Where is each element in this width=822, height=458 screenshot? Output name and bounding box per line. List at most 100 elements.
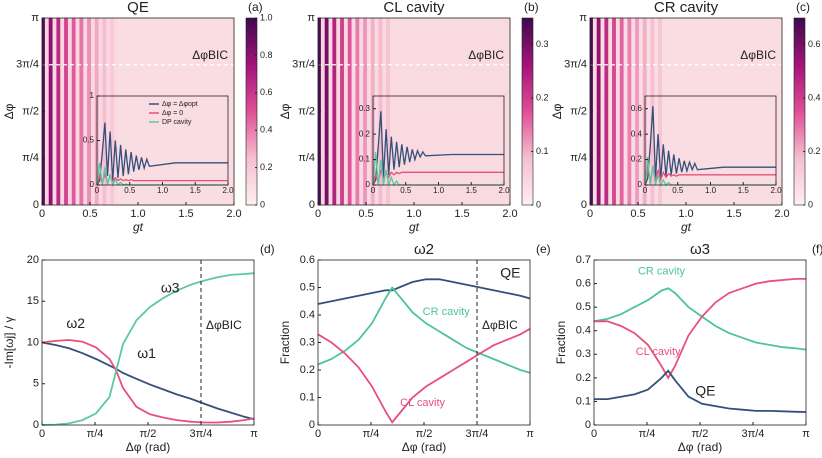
heatmap-cell (363, 18, 368, 205)
heatmap-cell (359, 18, 364, 205)
heatmap-cell (604, 18, 609, 205)
x-tick-label: π (250, 428, 258, 440)
colorbar-tick-label: 0 (808, 199, 813, 209)
heatmap-cell (44, 18, 50, 205)
y-tick-label: 20 (27, 254, 39, 266)
y-tick-label: 3π/4 (564, 59, 587, 71)
heatmap-cell (665, 18, 783, 205)
reference-label: ΔφBIC (192, 48, 228, 62)
y-tick-label: 0.4 (576, 325, 591, 337)
chart-title: ω3 (690, 241, 710, 258)
heatmap-cell (619, 18, 624, 205)
colorbar-tick-label: 0.8 (260, 50, 273, 60)
x-tick-label: 0.5 (358, 208, 373, 220)
x-tick-label: 1.0 (157, 186, 169, 195)
heatmap-cell (382, 18, 387, 205)
panel-label: (b) (524, 0, 539, 14)
colorbar-tick-label: 0.4 (808, 93, 821, 103)
y-tick-label: π/4 (22, 152, 39, 164)
heatmap-cell (117, 18, 235, 205)
heatmap-cell (646, 18, 651, 205)
y-tick-label: 0.1 (576, 395, 591, 407)
series-label: ω3 (161, 280, 180, 296)
heatmap-cell (52, 18, 57, 205)
heatmap-cell (631, 18, 636, 205)
panel-label: (a) (248, 0, 263, 14)
x-tick-label: 2.0 (498, 186, 510, 195)
y-tick-label: 0.5 (83, 136, 95, 145)
y-axis-label: Δφ (550, 103, 564, 119)
heatmap-cell (635, 18, 640, 205)
x-tick-label: 0 (95, 186, 100, 195)
heatmap-cell (90, 18, 96, 205)
heatmap-cell (75, 18, 80, 205)
heatmap-cell (343, 18, 349, 205)
x-tick-label: 3π/4 (190, 428, 213, 440)
colorbar-tick-label: 0 (536, 199, 541, 209)
x-tick-label: 1.5 (726, 208, 741, 220)
x-tick-label: π (526, 428, 534, 440)
y-tick-label: 10 (27, 336, 39, 348)
y-tick-label: 0.6 (576, 277, 591, 289)
y-tick-label: π/4 (570, 152, 587, 164)
y-tick-label: 0.3 (576, 348, 591, 360)
heatmap-cell (355, 18, 360, 205)
heatmap-cell (67, 18, 73, 205)
heatmap-cell (110, 18, 115, 205)
chart-title: QE (127, 0, 149, 16)
x-tick-label: 2.0 (226, 208, 241, 220)
x-tick-label: 1.0 (678, 208, 693, 220)
series-label: CL cavity (400, 397, 445, 409)
heatmap-cell (332, 18, 337, 205)
plot-frame (317, 259, 531, 426)
x-tick-label: π/4 (87, 428, 104, 440)
x-axis-label: gt (681, 220, 692, 234)
heatmap-cell (106, 18, 111, 205)
series-label: CL cavity (636, 346, 681, 358)
x-tick-label: 0.5 (400, 186, 412, 195)
y-axis-label: Δφ (2, 103, 16, 119)
y-axis-label: -Im[ωj] / γ (2, 316, 16, 368)
series-line (317, 285, 531, 374)
x-tick-label: 1.0 (406, 208, 421, 220)
y-tick-label: 0.5 (576, 301, 591, 313)
y-tick-label: 0.3 (300, 336, 315, 348)
x-tick-label: 1.5 (738, 186, 750, 195)
colorbar (521, 17, 534, 206)
y-tick-label: 0 (581, 199, 587, 211)
y-tick-label: 0 (638, 180, 643, 189)
plot-frame (372, 95, 505, 186)
heatmap-cell (390, 18, 395, 205)
y-tick-label: 0.6 (631, 104, 643, 113)
panel-label: (c) (796, 0, 810, 14)
series-label: CR cavity (638, 266, 686, 278)
heatmap-cell (627, 18, 632, 205)
legend-label: Δφ = 0 (162, 110, 183, 117)
heatmap-cell (60, 18, 65, 205)
plot-frame (96, 95, 229, 186)
heatmap-cell (393, 18, 511, 205)
y-tick-label: 0 (33, 199, 39, 211)
heatmap-cell (596, 18, 601, 205)
series-line (317, 278, 531, 305)
series-line (372, 111, 504, 186)
series-line (594, 369, 807, 413)
x-tick-label: π/2 (416, 428, 433, 440)
x-tick-label: 0.5 (82, 208, 97, 220)
plot-frame (41, 259, 255, 426)
y-tick-label: 3π/4 (292, 59, 315, 71)
series-line (41, 272, 255, 426)
x-tick-label: π/4 (363, 428, 380, 440)
y-tick-label: π/2 (22, 105, 39, 117)
plot-frame (589, 17, 783, 206)
series-label: ω1 (137, 345, 156, 361)
plot-frame (41, 17, 235, 206)
y-tick-label: 0.2 (576, 372, 591, 384)
y-tick-label: 0.1 (300, 391, 315, 403)
x-tick-label: 0 (371, 186, 376, 195)
heatmap-cell (114, 18, 119, 205)
x-tick-label: 3π/4 (742, 428, 765, 440)
heatmap-cell (64, 18, 69, 205)
x-tick-label: 0 (591, 428, 597, 440)
colorbar-tick-label: 0.1 (536, 146, 549, 156)
